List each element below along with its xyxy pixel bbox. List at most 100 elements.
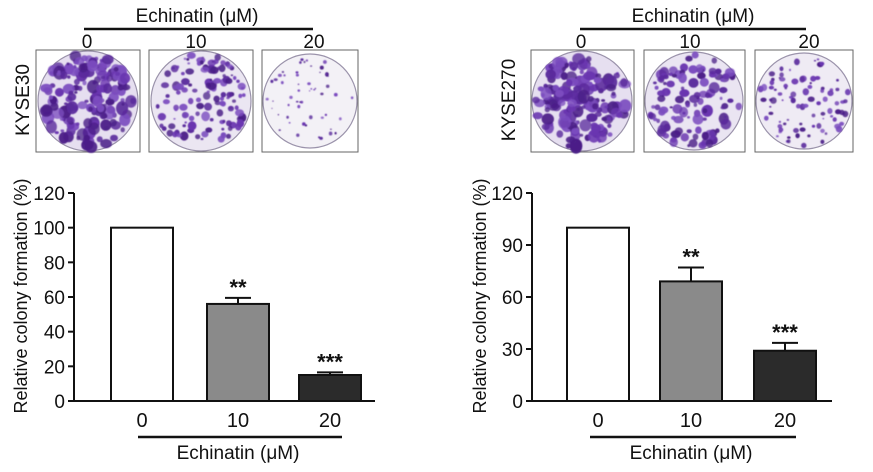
colony	[802, 88, 809, 96]
colony	[121, 102, 125, 106]
colony	[238, 93, 243, 99]
conc-label-20: 20	[303, 32, 324, 53]
conc-label-20: 20	[798, 32, 819, 53]
colony	[110, 108, 114, 111]
colony	[688, 65, 698, 74]
colony	[109, 118, 117, 127]
colony	[92, 80, 97, 85]
bar	[110, 226, 174, 402]
colony	[816, 123, 822, 129]
colony	[816, 101, 821, 106]
colony	[685, 102, 690, 108]
conc-label-10: 10	[185, 32, 206, 53]
colony	[586, 56, 592, 62]
y-tick-label: 0	[512, 392, 523, 413]
colony	[842, 110, 849, 118]
colony	[45, 120, 57, 134]
colony	[807, 134, 811, 138]
colony	[552, 84, 560, 91]
colony	[592, 103, 599, 110]
colony	[96, 70, 109, 82]
colony	[662, 89, 666, 92]
colony	[325, 84, 330, 89]
colony-well-image	[531, 50, 633, 154]
colony	[779, 77, 786, 82]
colony	[783, 83, 788, 89]
colony	[822, 96, 828, 102]
colony-well-image	[644, 51, 744, 151]
colony	[680, 133, 689, 142]
colony	[206, 90, 210, 93]
colony	[226, 133, 231, 139]
colony	[779, 66, 784, 72]
colony	[181, 78, 190, 86]
colony-panel-kyse30: Echinatin (μM) 0 10 20 KYSE30	[13, 6, 359, 153]
colony	[213, 95, 220, 103]
colony	[265, 97, 269, 101]
colony	[606, 116, 612, 122]
colony	[227, 126, 233, 131]
colony	[219, 100, 226, 106]
colony	[283, 74, 286, 77]
colony	[278, 129, 281, 132]
colony	[671, 73, 678, 78]
colony	[705, 92, 711, 99]
colony	[830, 115, 834, 118]
y-tick-label: 40	[44, 323, 65, 344]
colony	[761, 83, 768, 92]
colony	[695, 126, 702, 134]
colony	[764, 115, 769, 121]
colony	[319, 71, 321, 74]
colony	[115, 71, 121, 76]
colony	[64, 102, 68, 105]
colony	[699, 77, 709, 87]
colony	[784, 87, 788, 90]
colony	[686, 129, 692, 134]
colony	[175, 65, 180, 69]
colony	[607, 123, 612, 128]
colony-panel-kyse270: Echinatin (μM) 0 10 20 KYSE270	[499, 6, 854, 154]
colony	[719, 96, 723, 100]
colony	[182, 112, 189, 119]
colony	[110, 134, 118, 142]
colony	[305, 59, 309, 62]
colony	[816, 58, 820, 61]
colony	[303, 60, 306, 64]
colony	[560, 72, 568, 80]
colony	[220, 92, 227, 98]
colony	[768, 111, 774, 115]
colony	[820, 111, 826, 116]
colony	[77, 101, 88, 110]
bar	[566, 226, 630, 402]
colony	[217, 135, 225, 143]
colony	[834, 101, 840, 106]
colony	[277, 114, 280, 116]
colony	[583, 71, 596, 81]
colony	[537, 86, 545, 92]
colony	[671, 115, 677, 120]
colony	[618, 99, 632, 113]
colony	[777, 92, 783, 96]
colony	[545, 69, 556, 80]
y-tick-label: 60	[502, 288, 523, 309]
colony	[720, 78, 725, 82]
colony-well-image	[262, 53, 358, 149]
colony	[669, 137, 678, 147]
colony	[662, 74, 669, 80]
colony	[790, 97, 796, 104]
colony	[679, 89, 690, 97]
colony-dots	[155, 52, 247, 143]
colony	[333, 92, 338, 97]
colony	[203, 92, 211, 100]
colony	[58, 132, 69, 144]
colony-dots	[532, 53, 632, 154]
colony	[688, 139, 698, 148]
colony	[182, 124, 186, 128]
colony	[74, 78, 80, 85]
colony	[769, 79, 775, 86]
colony	[607, 132, 613, 137]
colony	[778, 120, 782, 123]
colony	[287, 103, 290, 107]
colony	[39, 105, 53, 117]
colony	[234, 105, 239, 110]
